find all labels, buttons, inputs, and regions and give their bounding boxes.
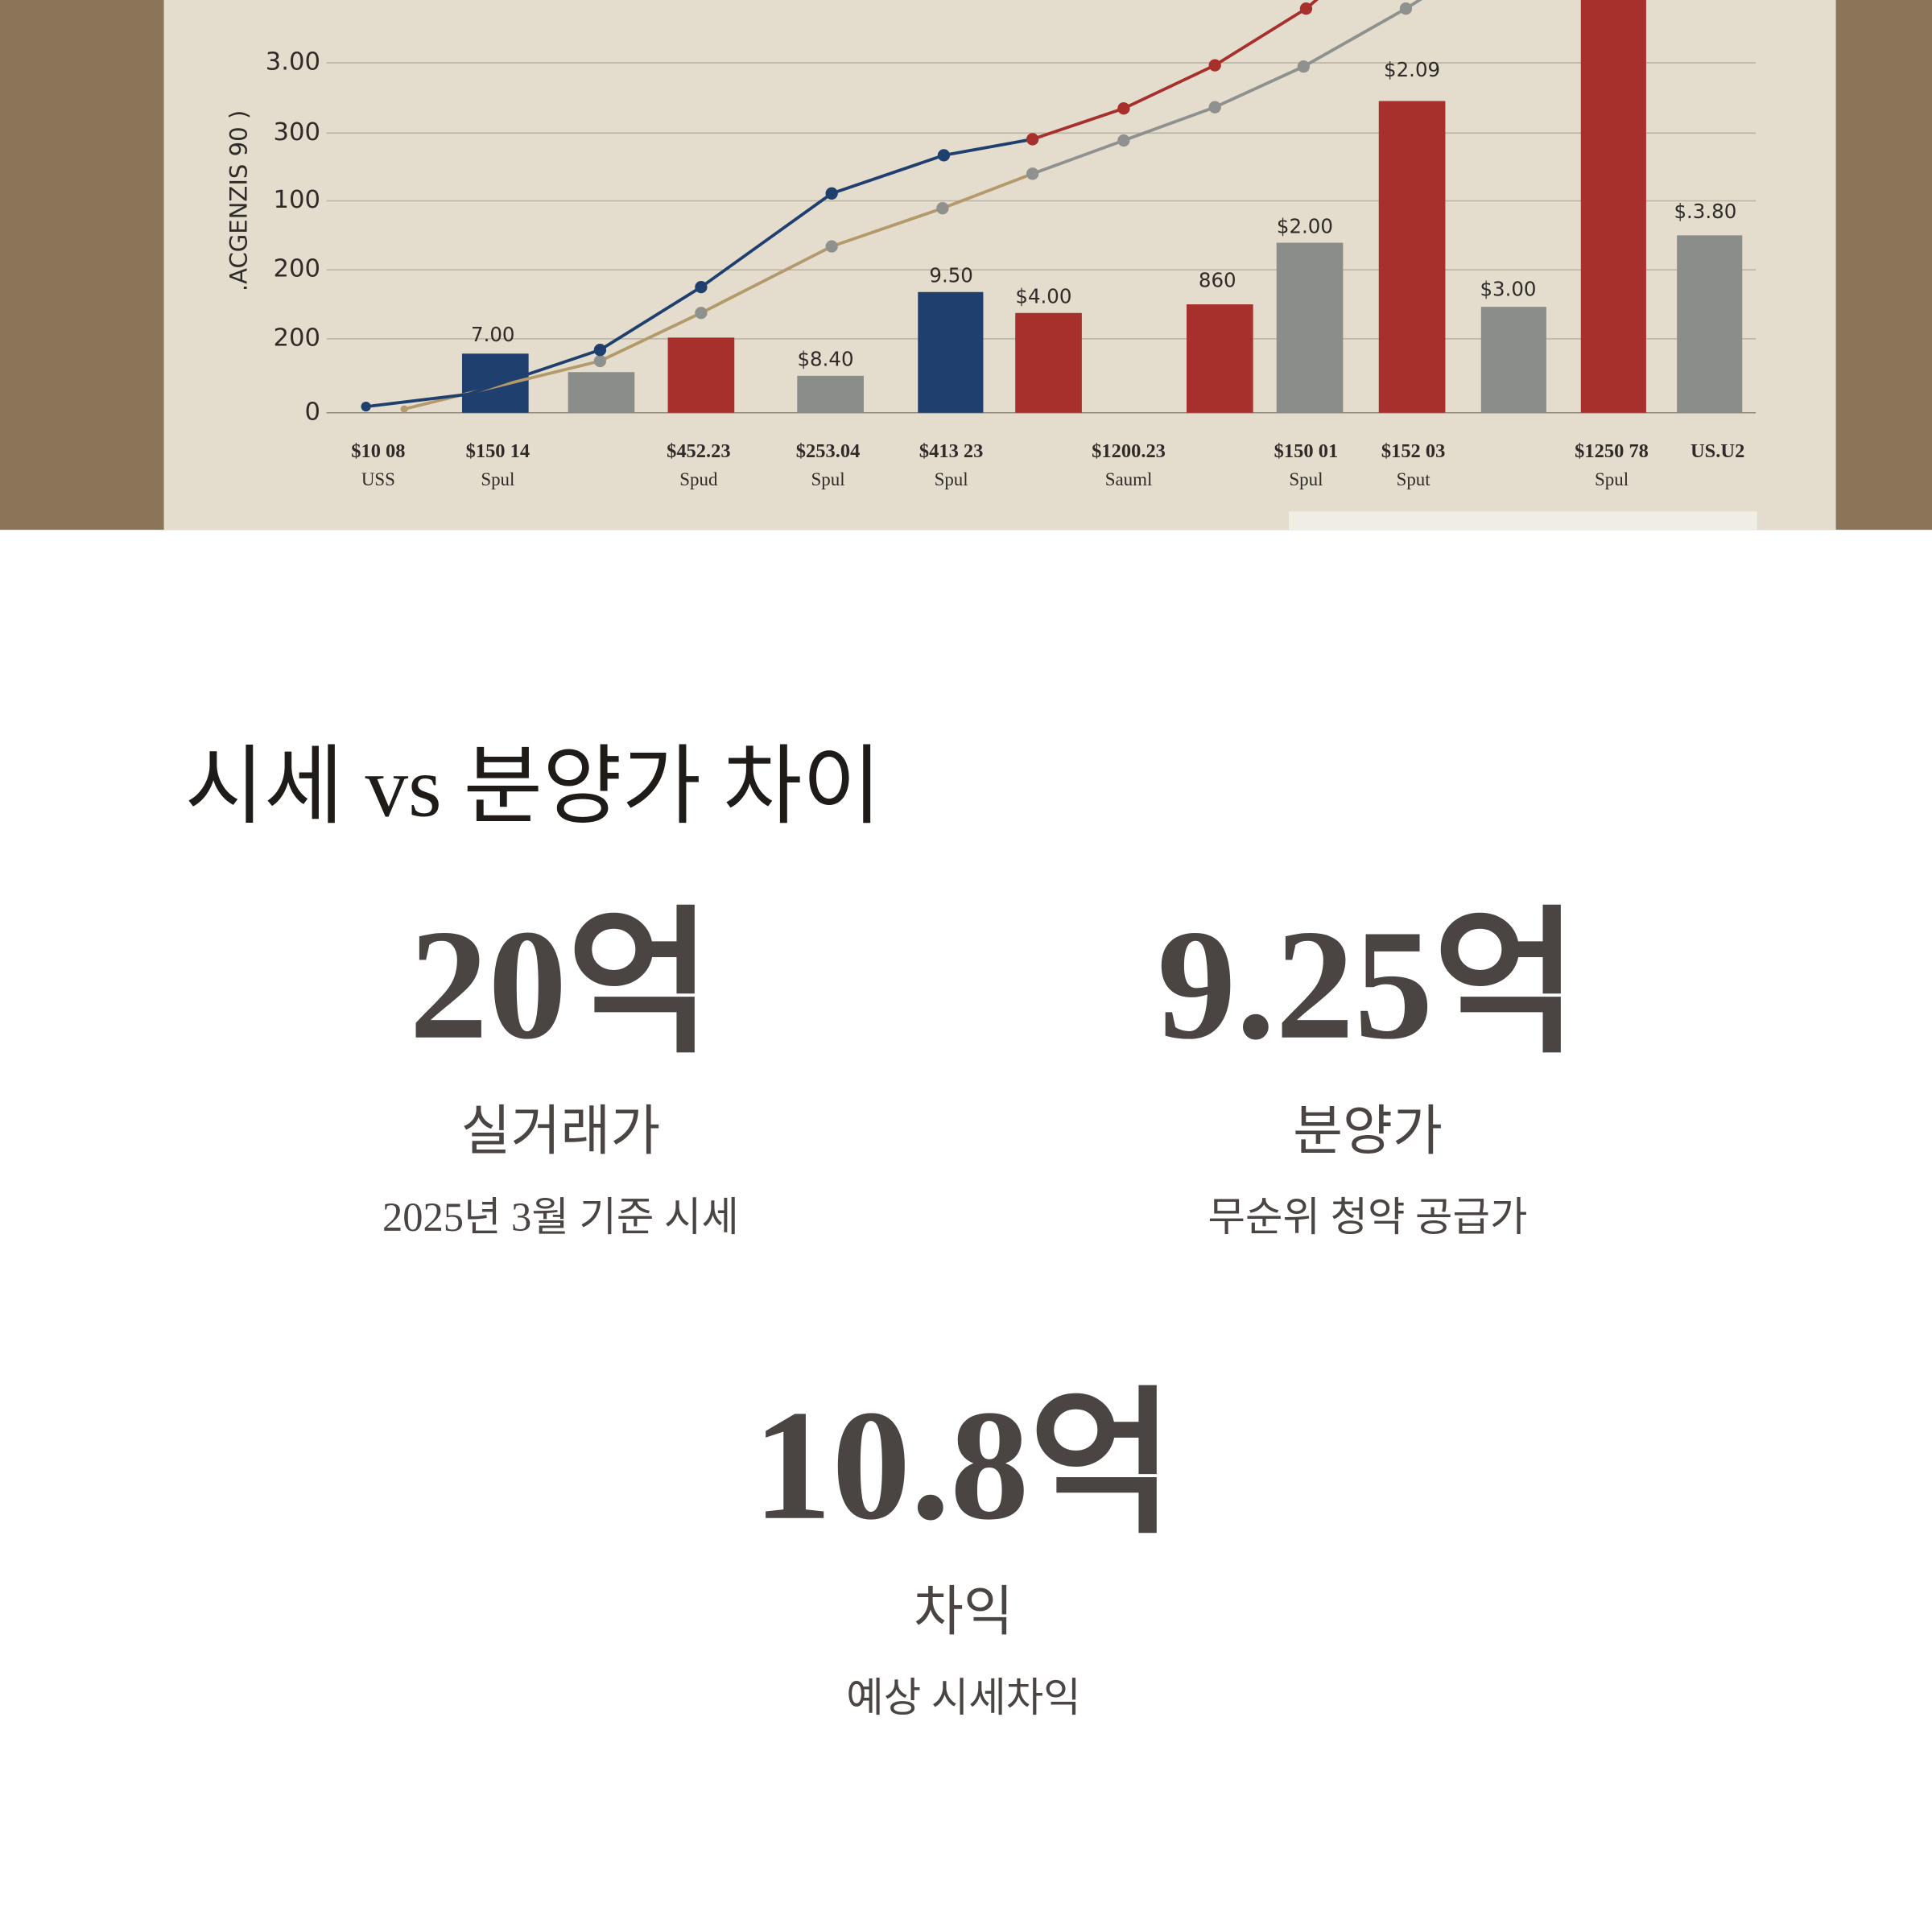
point [825,240,838,253]
bar [1186,304,1253,413]
bar-label: $2.00 [1277,214,1333,237]
bar-label: $4.00 [1015,285,1071,308]
bar [1378,101,1446,413]
bar [461,353,529,413]
x-labels: $10 08 USS $150 14 Spul $452.23 Spud $253.04 Sp… [351,440,1744,489]
point [936,202,949,215]
hero-image: .ACGENZIS 90 ) 3.00 300 100 200 200 0 7.00 $8.… [0,0,1932,530]
x-label: $1250 78 [1575,440,1649,462]
x-label: $150 14 [466,440,530,462]
point [1117,102,1130,115]
bar [568,372,635,413]
point [1299,2,1313,15]
point [695,307,708,320]
grid [326,62,1757,414]
point [593,354,607,368]
bar [918,291,984,413]
x-label-unit: Spul [811,469,845,489]
x-label-unit: Spul [1595,469,1629,489]
point [593,344,607,357]
x-label: $253.04 [796,440,861,462]
y-label: 3.00 [266,48,320,76]
x-label: $150 01 [1274,440,1339,462]
point [825,187,838,200]
axis-label: .ACGENZIS 90 ) [225,110,252,291]
x-label: US.U2 [1690,440,1744,462]
stat-note: 무순위 청약 공급가 [1208,1195,1528,1240]
point [1297,60,1311,73]
bar [1276,242,1344,413]
bar-label: 860 [1199,269,1236,292]
stat-note: 2025년 3월 기준 시세 [382,1195,739,1240]
y-label: 300 [274,118,320,147]
bar [1480,307,1546,413]
x-label: $152 03 [1381,440,1446,462]
stat-value: 10.8억 [753,1378,1174,1553]
x-label: $10 08 [351,440,405,462]
bar [797,375,864,413]
point [937,149,951,162]
point [1208,59,1221,72]
point [1026,167,1039,180]
point [361,401,371,412]
line-points [361,2,1413,413]
point [1117,134,1130,147]
bar-label: $.3.80 [1674,200,1736,223]
bars [461,0,1743,413]
stat-value: 20억 [409,898,712,1072]
point [1399,2,1413,15]
trend-line [403,172,1034,411]
x-label-unit: Spud [679,469,718,489]
bar-labels: 7.00 $8.40 9.50 $4.00 860 $2.00 $2.09 $3.00 $.3.… [471,58,1736,371]
bar-label: 7.00 [471,323,514,346]
bar [1677,235,1743,413]
stat-value: 9.25억 [1157,898,1578,1072]
point [400,405,408,413]
bar-label: $3.00 [1480,277,1536,300]
x-label-unit: Spul [1289,469,1323,489]
bar [667,337,735,413]
point [695,280,708,294]
stat-note: 예상 시세차익 [846,1675,1080,1720]
section-title: 시세 vs 분양가 차이 [185,740,881,835]
bar [1015,312,1082,413]
stat-label: 차익 [914,1582,1013,1642]
point [1026,133,1039,146]
x-label-unit: USS [361,469,395,489]
y-label: 200 [274,255,320,283]
point [1208,101,1221,114]
bar-label: 9.50 [929,264,972,287]
x-label-unit: Spul [481,469,514,489]
x-label-unit: Sauml [1105,469,1153,489]
x-label-unit: Spul [935,469,968,489]
x-label: $452.23 [667,440,731,462]
x-label: $1200.23 [1092,440,1166,462]
x-label: $413 23 [919,440,984,462]
bar [1580,0,1646,413]
bar-label: $8.40 [797,348,853,371]
y-label: 200 [274,324,320,352]
y-labels: 3.00 300 100 200 200 0 [266,48,320,427]
y-label: 0 [304,398,320,426]
stat-label: 실거래가 [461,1101,661,1162]
bar-label: $2.09 [1384,58,1440,81]
paper [163,0,1836,530]
y-label: 100 [274,186,320,214]
x-label-unit: Sput [1397,469,1431,489]
stat-label: 분양가 [1293,1101,1443,1162]
image-overlay [1289,511,1757,530]
